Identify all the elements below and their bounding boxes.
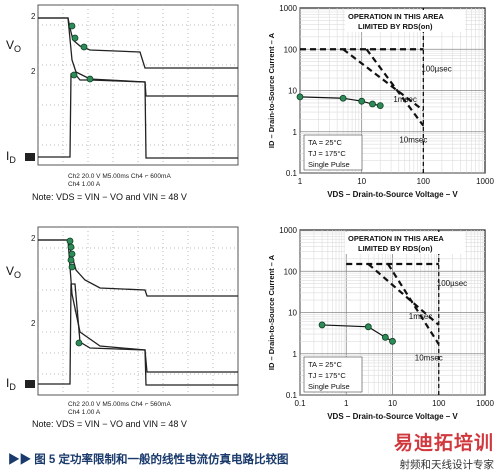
annotation-text: OPERATION IN THIS AREA: [348, 234, 444, 243]
y-tick-label: 1: [293, 350, 298, 359]
x-tick-label: 1000: [476, 177, 494, 186]
y-tick-label: 10: [288, 309, 297, 318]
trace-marker: [86, 75, 94, 83]
x-tick-label: 1000: [476, 399, 494, 408]
data-point: [381, 333, 389, 341]
vo-label: VO: [6, 38, 21, 54]
y-tick-label: 1: [293, 128, 298, 137]
figure-caption: ▶▶ 图 5 定功率限制和一般的线性电流仿真电路比较图: [8, 454, 289, 466]
x-tick-label: 0.1: [294, 399, 306, 408]
condition-text: TA = 25°C: [308, 360, 343, 369]
series-label: 1msec: [409, 312, 433, 321]
svg-text:Note: VDS = VIN − VO and VIN =: Note: VDS = VIN − VO and VIN = 48 V: [32, 419, 187, 429]
svg-text:2: 2: [31, 234, 36, 243]
condition-text: TJ = 175°C: [308, 371, 346, 380]
scope-panel-bottom: 2 2 VO ID Ch2 20.0 V M5.00ms Ch4 ⌐ 560mA…: [6, 226, 239, 429]
svg-text:Ch4 1.00 A: Ch4 1.00 A: [68, 409, 101, 416]
x-axis-label: VDS – Drain-to-Source Voltage – V: [327, 190, 458, 199]
watermark-title: 易迪拓培训: [393, 433, 494, 454]
series-label: 1msec: [393, 95, 417, 104]
data-point: [296, 93, 304, 101]
y-axis-label: ID – Drain-to-Source Current – A: [267, 254, 276, 370]
y-axis-label: ID – Drain-to-Source Current – A: [267, 32, 276, 148]
y-tick-label: 0.1: [286, 391, 298, 400]
y-tick-label: 10: [288, 87, 297, 96]
x-tick-label: 1: [298, 177, 303, 186]
vo-trace-2: [38, 17, 238, 97]
scope-status-2: Ch4 1.00 A: [68, 181, 101, 188]
condition-text: TJ = 175°C: [308, 149, 346, 158]
data-point: [376, 102, 384, 110]
condition-text: TA = 25°C: [308, 138, 343, 147]
marker-2b: 2: [31, 67, 36, 76]
trace-marker: [80, 43, 88, 51]
svg-text:ID: ID: [6, 376, 16, 392]
data-point: [369, 100, 376, 108]
series-line: [365, 48, 425, 127]
annotation-box: [345, 232, 465, 254]
conditions-box: [303, 134, 363, 171]
id-label: ID: [6, 149, 16, 165]
annotation-text: OPERATION IN THIS AREA: [348, 12, 444, 21]
data-point: [358, 97, 366, 105]
scope-panel-top: 2 2 VO ID Ch2 20.0 V M5.00ms Ch4 ⌐ 600mA…: [6, 4, 239, 202]
y-tick-label: 0.1: [286, 169, 298, 178]
series-line: [322, 324, 393, 342]
y-tick-label: 1000: [279, 4, 297, 13]
id-trace: [38, 73, 238, 159]
condition-text: Single Pulse: [308, 160, 350, 169]
series-label: 10msec: [399, 135, 427, 144]
trace-marker: [68, 22, 76, 30]
x-axis-label: VDS – Drain-to-Source Voltage – V: [327, 412, 458, 421]
x-tick-label: 10: [357, 177, 366, 186]
trace-marker: [71, 34, 79, 42]
marker-2a: 2: [31, 12, 36, 21]
series-label: 100µsec: [437, 279, 467, 288]
svg-text:Ch2 20.0 V M5.00ms Ch4 ⌐: Ch2 20.0 V M5.00ms Ch4 ⌐ 560mA: [68, 401, 171, 408]
conditions-box: [303, 356, 363, 393]
x-tick-label: 100: [432, 399, 446, 408]
series-label: 100µsec: [421, 64, 451, 73]
x-tick-label: 100: [417, 177, 431, 186]
series-label: 10msec: [415, 353, 443, 362]
annotation-text: LIMITED BY RDS(on): [358, 22, 433, 31]
series-line: [387, 263, 440, 345]
soa-chart-bottom: 0.1 1 10 100 1000 0.1 1 10 100 1000 ID – Drain-to-…: [267, 226, 494, 421]
data-point: [364, 323, 372, 331]
series-line: [367, 263, 440, 326]
y-tick-label: 100: [284, 267, 298, 276]
y-tick-label: 1000: [279, 226, 297, 235]
x-tick-label: 1: [344, 399, 349, 408]
y-tick-label: 100: [284, 45, 298, 54]
data-point: [318, 321, 326, 329]
trace-marker: [70, 71, 78, 79]
data-point: [339, 94, 347, 102]
watermark-subtitle: 射频和天线设计专家: [399, 459, 495, 471]
svg-text:VO: VO: [6, 264, 21, 280]
scope-status: Ch2 20.0 V M5.00ms Ch4 ⌐ 600mA: [68, 173, 171, 180]
condition-text: Single Pulse: [308, 382, 350, 391]
watermark: 易迪拓培训 射频和天线设计专家: [394, 428, 494, 472]
x-tick-label: 10: [388, 399, 397, 408]
scope-note: Note: VDS = VIN − VO and VIN = 48 V: [32, 192, 187, 202]
series-line: [342, 48, 424, 112]
annotation-box: [345, 10, 465, 32]
data-point: [389, 337, 396, 345]
svg-text:2: 2: [31, 319, 36, 328]
annotation-text: LIMITED BY RDS(on): [358, 244, 433, 253]
